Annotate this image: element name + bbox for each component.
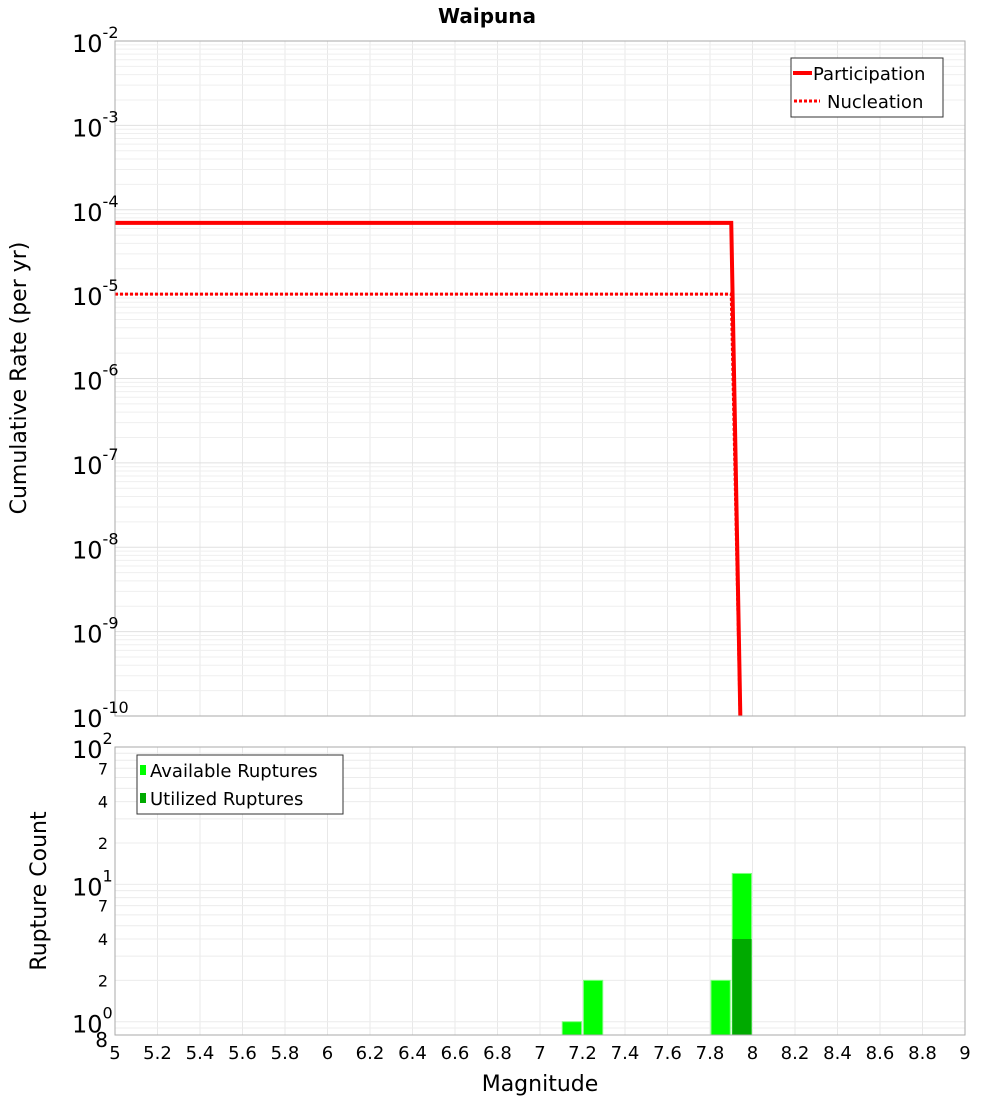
top-y-tick-label: 10-10 bbox=[72, 698, 129, 733]
top-y-axis-label: Cumulative Rate (per yr) bbox=[7, 242, 32, 515]
bottom-y-minor-tick-label: 4 bbox=[98, 793, 108, 812]
bars-group bbox=[561, 872, 752, 1036]
tick-exponent: -7 bbox=[103, 445, 119, 464]
x-tick-label: 9 bbox=[959, 1043, 970, 1064]
top-plot-frame bbox=[114, 40, 966, 717]
x-tick-label: 8 bbox=[747, 1043, 758, 1064]
available-ruptures-bar bbox=[561, 1021, 582, 1036]
chart-title: Waipuna bbox=[438, 4, 536, 28]
top-gridlines bbox=[114, 41, 966, 717]
x-tick-label: 7.6 bbox=[653, 1043, 682, 1064]
bottom-gridlines bbox=[114, 747, 966, 1036]
top-y-tick-label: 10-6 bbox=[72, 361, 119, 396]
tick-exponent: -5 bbox=[103, 276, 119, 295]
tick-exponent: -6 bbox=[103, 361, 119, 380]
tick-exponent: -10 bbox=[103, 698, 129, 717]
tick-exponent: 0 bbox=[103, 1004, 113, 1023]
nucleation-line bbox=[115, 292, 742, 716]
x-tick-label: 8.4 bbox=[823, 1043, 852, 1064]
top-y-tick-label: 10-8 bbox=[72, 529, 119, 564]
lines-group bbox=[115, 220, 743, 716]
top-y-tick-label: 10-3 bbox=[72, 107, 119, 142]
tick-exponent: -9 bbox=[103, 614, 119, 633]
x-tick-labels: 5 5.2 5.4 5.6 5.8 6 6.2 6.4 6.6 6.8 7 7.2 7.4 7.6 7.8 8… bbox=[109, 1043, 970, 1064]
x-tick-label: 6 bbox=[322, 1043, 333, 1064]
participation-line bbox=[115, 220, 743, 716]
top-y-tick-label: 10-9 bbox=[72, 614, 119, 649]
top-legend: Participation Nucleation bbox=[790, 57, 944, 118]
bottom-y-minor-tick-label: 8 bbox=[95, 1028, 108, 1052]
legend-available-swatch bbox=[140, 765, 146, 775]
x-tick-label: 7.8 bbox=[696, 1043, 725, 1064]
legend-utilized-swatch bbox=[140, 793, 146, 803]
legend-participation-label: Participation bbox=[813, 64, 925, 85]
x-tick-label: 5.6 bbox=[228, 1043, 257, 1064]
tick-exponent: -3 bbox=[103, 107, 119, 126]
x-tick-label: 6.2 bbox=[356, 1043, 385, 1064]
bottom-y-minor-tick-label: 7 bbox=[98, 897, 108, 916]
top-y-tick-label: 10-2 bbox=[72, 23, 119, 58]
x-tick-label: 7.2 bbox=[568, 1043, 597, 1064]
tick-exponent: 2 bbox=[103, 729, 113, 748]
x-tick-label: 5.8 bbox=[271, 1043, 300, 1064]
x-tick-label: 7.4 bbox=[611, 1043, 640, 1064]
x-tick-label: 6.8 bbox=[483, 1043, 512, 1064]
x-tick-label: 5.4 bbox=[186, 1043, 215, 1064]
legend-utilized-label: Utilized Ruptures bbox=[150, 789, 303, 810]
available-ruptures-bar bbox=[583, 979, 604, 1036]
available-ruptures-bar bbox=[710, 979, 731, 1036]
x-tick-label: 5.2 bbox=[143, 1043, 172, 1064]
bottom-y-minor-tick-label: 2 bbox=[98, 971, 108, 990]
x-tick-label: 8.6 bbox=[866, 1043, 895, 1064]
x-tick-label: 5 bbox=[109, 1043, 120, 1064]
bottom-y-minor-tick-label: 2 bbox=[98, 834, 108, 853]
x-axis-label: Magnitude bbox=[482, 1072, 599, 1097]
x-tick-label: 7 bbox=[534, 1043, 545, 1064]
bottom-legend: Available Ruptures Utilized Ruptures bbox=[136, 754, 344, 815]
tick-exponent: -2 bbox=[103, 23, 119, 42]
x-tick-label: 6.4 bbox=[398, 1043, 427, 1064]
top-y-tick-label: 10-7 bbox=[72, 445, 119, 480]
bottom-y-minor-tick-label: 7 bbox=[98, 759, 108, 778]
utilized-ruptures-bar bbox=[732, 939, 752, 1035]
tick-exponent: 1 bbox=[103, 866, 113, 885]
legend-available-label: Available Ruptures bbox=[150, 761, 318, 782]
x-tick-label: 8.8 bbox=[908, 1043, 937, 1064]
bottom-y-minor-tick-label: 4 bbox=[98, 930, 108, 949]
x-tick-label: 6.6 bbox=[441, 1043, 470, 1064]
top-y-tick-label: 10-5 bbox=[72, 276, 119, 311]
tick-exponent: -4 bbox=[103, 192, 119, 211]
x-tick-label: 8.2 bbox=[781, 1043, 810, 1064]
bottom-plot-frame bbox=[114, 746, 966, 1036]
bottom-y-axis-label: Rupture Count bbox=[27, 811, 52, 971]
top-y-tick-label: 10-4 bbox=[72, 192, 119, 227]
legend-nucleation-label: Nucleation bbox=[827, 92, 923, 113]
tick-exponent: -8 bbox=[103, 529, 119, 548]
